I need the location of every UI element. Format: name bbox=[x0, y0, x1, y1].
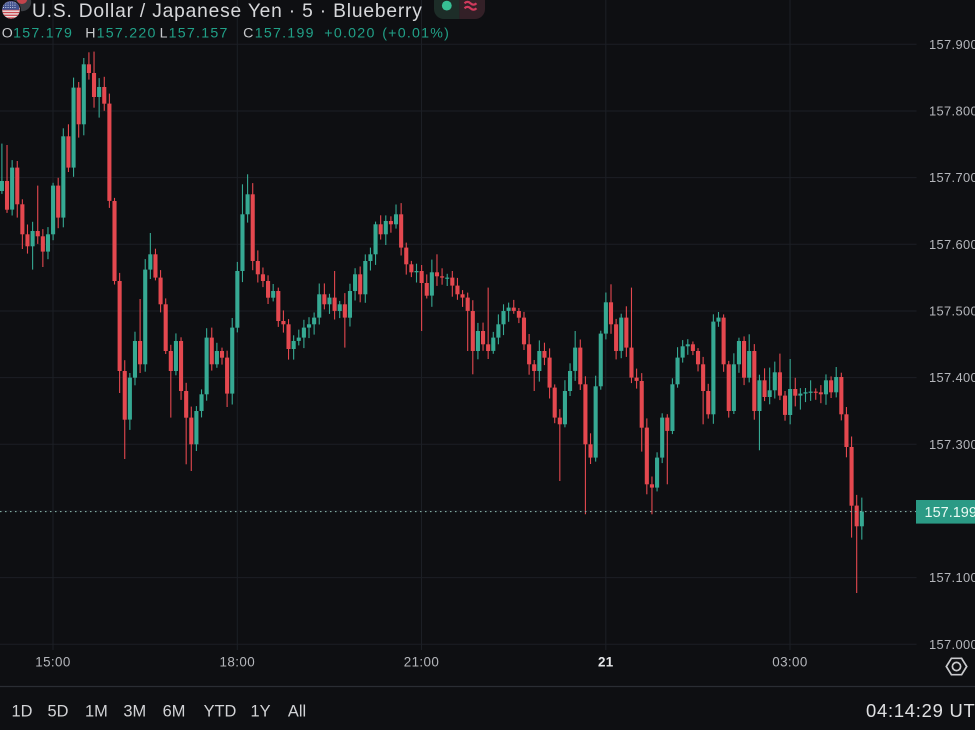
svg-text:21: 21 bbox=[598, 655, 614, 670]
svg-text:157.199: 157.199 bbox=[925, 505, 975, 521]
svg-text:157.600: 157.600 bbox=[929, 237, 975, 252]
svg-text:18:00: 18:00 bbox=[220, 655, 256, 670]
svg-text:U.S. Dollar / Japanese Yen · 5: U.S. Dollar / Japanese Yen · 5 · Blueber… bbox=[32, 1, 423, 22]
svg-text:All: All bbox=[288, 703, 306, 721]
svg-text:L: L bbox=[160, 26, 169, 42]
svg-text:O: O bbox=[2, 26, 14, 42]
svg-text:C: C bbox=[243, 26, 255, 42]
svg-text:157.700: 157.700 bbox=[929, 170, 975, 185]
svg-text:157.100: 157.100 bbox=[929, 570, 975, 585]
svg-text:157.000: 157.000 bbox=[929, 637, 975, 652]
svg-text:157.300: 157.300 bbox=[929, 437, 975, 452]
svg-text:03:00: 03:00 bbox=[772, 655, 808, 670]
svg-text:157.900: 157.900 bbox=[929, 37, 975, 52]
svg-text:04:14:29 UTC: 04:14:29 UTC bbox=[866, 700, 975, 721]
svg-text:YTD: YTD bbox=[204, 703, 237, 721]
svg-text:+0.020: +0.020 bbox=[324, 26, 375, 42]
svg-text:157.157: 157.157 bbox=[169, 26, 229, 42]
svg-text:157.220: 157.220 bbox=[97, 26, 157, 42]
svg-text:5D: 5D bbox=[48, 703, 69, 721]
svg-text:(+0.01%): (+0.01%) bbox=[382, 26, 450, 42]
svg-text:1Y: 1Y bbox=[250, 703, 270, 721]
svg-text:6M: 6M bbox=[163, 703, 186, 721]
svg-text:1M: 1M bbox=[85, 703, 108, 721]
svg-text:157.400: 157.400 bbox=[929, 370, 975, 385]
svg-text:157.800: 157.800 bbox=[929, 104, 975, 119]
svg-text:3M: 3M bbox=[123, 703, 146, 721]
svg-text:21:00: 21:00 bbox=[404, 655, 440, 670]
svg-text:H: H bbox=[85, 26, 97, 42]
svg-text:1D: 1D bbox=[12, 703, 33, 721]
svg-text:157.500: 157.500 bbox=[929, 304, 975, 319]
svg-text:157.199: 157.199 bbox=[255, 26, 315, 42]
svg-text:15:00: 15:00 bbox=[35, 655, 71, 670]
svg-text:157.179: 157.179 bbox=[13, 26, 73, 42]
